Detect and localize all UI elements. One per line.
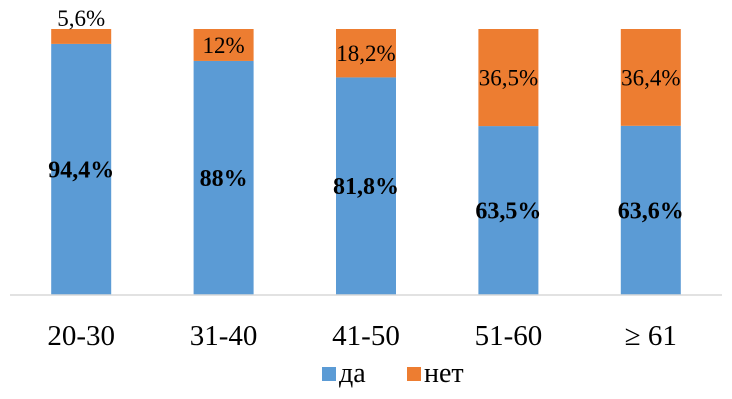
x-tick-labels: 20-30 31-40 41-50 51-60 ≥ 61	[47, 320, 677, 352]
data-label-net-3: 18,2%	[336, 41, 395, 66]
bar-da-1	[51, 43, 112, 296]
bar-net-5	[620, 29, 681, 126]
data-label-da-2: 88%	[200, 166, 248, 192]
data-label-da-4: 63,5%	[475, 199, 541, 225]
data-label-net-1: 5,6%	[57, 6, 105, 31]
bar-da-3	[336, 77, 396, 295]
bar-group: 94,4% 5,6% 88% 12% 81,8% 18,2% 63,5% 36,5% 63,6%…	[48, 6, 684, 296]
bar-net-3	[336, 29, 396, 78]
legend-label-da: да	[339, 358, 366, 389]
legend-swatch-net	[407, 367, 421, 381]
legend-swatch-da	[322, 367, 336, 381]
x-tick-label-1: 20-30	[47, 320, 115, 352]
legend-label-net: нет	[424, 358, 464, 389]
x-tick-label-2: 31-40	[190, 320, 258, 352]
bar-da-2	[193, 60, 254, 295]
data-label-da-3: 81,8%	[333, 174, 399, 200]
bar-da-5	[620, 125, 681, 295]
x-tick-label-4: 51-60	[475, 320, 543, 352]
data-label-da-1: 94,4%	[48, 157, 114, 183]
bar-net-1	[51, 29, 112, 44]
bar-net-2	[193, 29, 254, 61]
bar-net-4	[478, 29, 539, 127]
data-label-da-5: 63,6%	[618, 198, 684, 224]
bar-da-4	[478, 126, 539, 295]
legend: да нет	[322, 358, 464, 389]
data-label-net-4: 36,5%	[479, 66, 538, 91]
x-tick-label-3: 41-50	[332, 320, 400, 352]
data-label-net-5: 36,4%	[621, 65, 680, 90]
x-tick-label-5: ≥ 61	[625, 320, 677, 352]
data-label-net-2: 12%	[203, 33, 245, 58]
